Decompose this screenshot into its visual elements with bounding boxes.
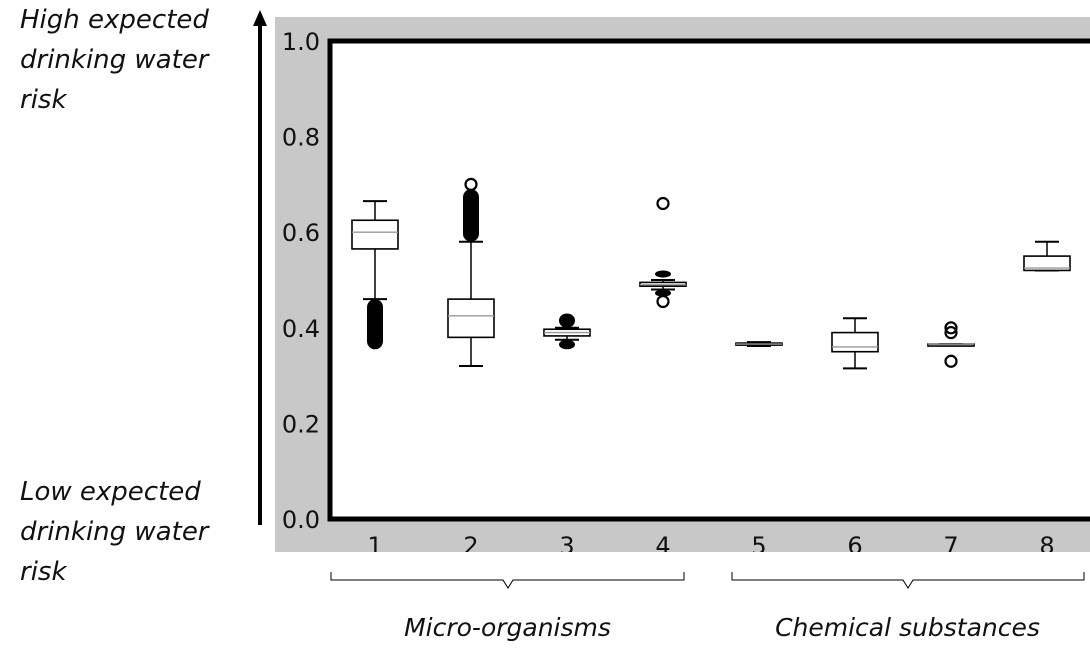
outlier-point	[944, 354, 958, 368]
y-tick-label: 0.0	[282, 506, 320, 534]
outlier-cluster	[559, 313, 575, 328]
box-5	[735, 341, 783, 347]
y-tick-label: 1.0	[282, 28, 320, 56]
outlier-cluster	[655, 270, 671, 278]
outlier-point	[656, 196, 670, 211]
outlier-cluster	[655, 289, 671, 297]
box-4	[639, 196, 687, 309]
outlier-cluster	[367, 299, 383, 350]
x-tick-label: 8	[1039, 532, 1054, 552]
y-tick-label: 0.6	[282, 219, 320, 247]
outlier-point	[944, 321, 958, 335]
x-tick-label: 5	[751, 532, 766, 552]
brace-chemical-substances	[731, 572, 1085, 589]
outlier-cluster	[463, 189, 479, 242]
x-tick-label: 6	[847, 532, 862, 552]
y-tick-label: 0.2	[282, 410, 320, 438]
outlier-point	[464, 177, 478, 191]
box-1	[351, 200, 399, 350]
plot-area	[330, 41, 1090, 519]
box-8	[1023, 240, 1071, 272]
group-label-micro-organisms: Micro-organisms	[404, 613, 611, 642]
box-6	[831, 317, 879, 370]
boxes-layer	[351, 177, 1071, 370]
outlier-cluster	[559, 339, 575, 350]
brace-micro-organisms	[330, 572, 685, 589]
x-tick-label: 4	[655, 532, 670, 552]
x-tick-label: 2	[463, 532, 478, 552]
x-tick-label: 7	[943, 532, 958, 552]
low-risk-label: Low expected drinking water risk	[20, 477, 209, 587]
x-tick-label: 1	[367, 532, 382, 552]
box-iqr	[447, 298, 495, 339]
x-tick-label: 3	[559, 532, 574, 552]
x-axis: 1 2 3 4 5 6 7 8	[367, 532, 1054, 552]
box-iqr	[351, 219, 399, 250]
y-axis: 0.0 0.2 0.4 0.6 0.8 1.0	[282, 28, 320, 534]
risk-direction-arrow	[253, 10, 267, 525]
outlier-point	[656, 294, 670, 309]
group-label-chemical-substances: Chemical substances	[775, 613, 1040, 642]
y-tick-label: 0.4	[282, 315, 320, 343]
plot-frame	[327, 38, 1090, 522]
box-plot-chart: 0.0 0.2 0.4 0.6 0.8 1.0 1 2 3 4 5 6 7 8	[282, 28, 1090, 552]
box-2	[447, 177, 495, 368]
box-3	[543, 313, 591, 350]
chart-panel: 0.0 0.2 0.4 0.6 0.8 1.0 1 2 3 4 5 6 7 8	[275, 17, 1090, 552]
box-iqr	[1023, 255, 1071, 272]
high-risk-label: High expected drinking water risk	[20, 5, 209, 115]
y-tick-label: 0.8	[282, 124, 320, 152]
outlier-point	[944, 325, 958, 340]
box-7	[927, 321, 975, 368]
